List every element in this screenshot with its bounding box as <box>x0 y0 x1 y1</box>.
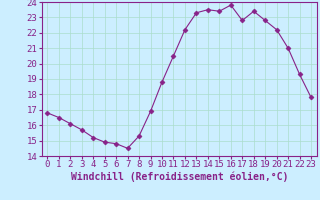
X-axis label: Windchill (Refroidissement éolien,°C): Windchill (Refroidissement éolien,°C) <box>70 172 288 182</box>
